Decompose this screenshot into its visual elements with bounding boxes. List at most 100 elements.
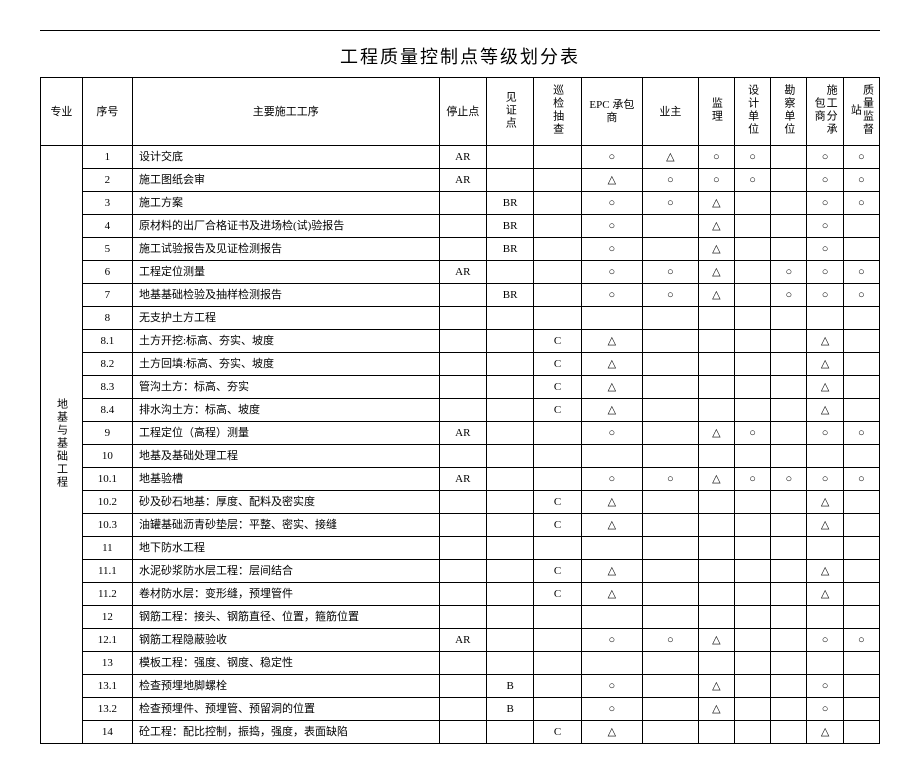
cell: △ — [581, 353, 642, 376]
cell: 1 — [82, 146, 132, 169]
cell: △ — [807, 721, 843, 744]
cell: B — [486, 698, 533, 721]
cell — [534, 675, 581, 698]
cell: ○ — [581, 284, 642, 307]
cell: △ — [581, 399, 642, 422]
cell: 12.1 — [82, 629, 132, 652]
cell — [734, 698, 770, 721]
cell: ○ — [843, 261, 879, 284]
cell — [486, 583, 533, 606]
cell — [486, 721, 533, 744]
cell — [771, 169, 807, 192]
cell — [534, 606, 581, 629]
cell: 4 — [82, 215, 132, 238]
cell — [734, 629, 770, 652]
cell: ○ — [581, 675, 642, 698]
cell: AR — [439, 629, 486, 652]
table-row: 8.3管沟土方：标高、夯实C△△ — [41, 376, 880, 399]
cell — [486, 652, 533, 675]
cell — [486, 169, 533, 192]
cell: ○ — [734, 169, 770, 192]
cell — [439, 238, 486, 261]
cell — [771, 353, 807, 376]
cell: ○ — [807, 468, 843, 491]
cell: △ — [581, 583, 642, 606]
cell — [843, 583, 879, 606]
cell — [698, 721, 734, 744]
table-row: 6工程定位测量AR○○△○○○ — [41, 261, 880, 284]
cell — [771, 606, 807, 629]
cell: ○ — [843, 468, 879, 491]
cell: 钢筋工程隐蔽验收 — [132, 629, 439, 652]
col-stop: 停止点 — [439, 78, 486, 146]
cell: △ — [698, 192, 734, 215]
cell — [581, 445, 642, 468]
cell — [534, 192, 581, 215]
cell: ○ — [843, 192, 879, 215]
cell: △ — [698, 468, 734, 491]
cell: 土方开挖:标高、夯实、坡度 — [132, 330, 439, 353]
cell — [486, 261, 533, 284]
cell — [486, 146, 533, 169]
table-row: 3施工方案BR○○△○○ — [41, 192, 880, 215]
cell — [771, 330, 807, 353]
col-gongxu: 主要施工工序 — [132, 78, 439, 146]
cell — [643, 537, 699, 560]
cell — [486, 560, 533, 583]
cell — [698, 399, 734, 422]
cell — [486, 514, 533, 537]
cell — [734, 652, 770, 675]
col-jiandu: 质量监督站 — [843, 78, 879, 146]
cell — [439, 652, 486, 675]
cell: △ — [698, 238, 734, 261]
table-row: 4原材料的出厂合格证书及进场检(试)验报告BR○△○ — [41, 215, 880, 238]
cell — [643, 353, 699, 376]
cell: ○ — [807, 238, 843, 261]
cell: ○ — [807, 698, 843, 721]
cell: ○ — [843, 169, 879, 192]
cell — [734, 192, 770, 215]
cell — [771, 491, 807, 514]
cell — [771, 698, 807, 721]
cell — [843, 376, 879, 399]
cell: 3 — [82, 192, 132, 215]
cell — [439, 514, 486, 537]
cell: △ — [807, 491, 843, 514]
cell — [486, 537, 533, 560]
cell: AR — [439, 169, 486, 192]
cell — [843, 353, 879, 376]
table-row: 8.2土方回填:标高、夯实、坡度C△△ — [41, 353, 880, 376]
cell — [643, 560, 699, 583]
cell — [843, 445, 879, 468]
table-row: 8.1土方开挖:标高、夯实、坡度C△△ — [41, 330, 880, 353]
cell: ○ — [698, 169, 734, 192]
cell: 土方回填:标高、夯实、坡度 — [132, 353, 439, 376]
cell: ○ — [771, 468, 807, 491]
cell: △ — [807, 560, 843, 583]
cell — [486, 376, 533, 399]
cell: ○ — [581, 146, 642, 169]
cell: △ — [807, 330, 843, 353]
cell: 11.2 — [82, 583, 132, 606]
cell — [439, 583, 486, 606]
cell: △ — [698, 675, 734, 698]
cell — [734, 376, 770, 399]
cell — [534, 698, 581, 721]
cell: △ — [643, 146, 699, 169]
cell — [771, 537, 807, 560]
cell: △ — [581, 514, 642, 537]
col-epc: EPC 承包商 — [581, 78, 642, 146]
cell — [439, 675, 486, 698]
cell — [643, 583, 699, 606]
cell — [807, 537, 843, 560]
cell: 10.2 — [82, 491, 132, 514]
cell — [486, 606, 533, 629]
cell: △ — [807, 376, 843, 399]
cell — [439, 399, 486, 422]
cell: ○ — [643, 284, 699, 307]
cell — [771, 399, 807, 422]
col-kancha: 勘察单位 — [771, 78, 807, 146]
cell: 检查预埋件、预埋管、预留洞的位置 — [132, 698, 439, 721]
cell: △ — [807, 353, 843, 376]
cell — [439, 330, 486, 353]
